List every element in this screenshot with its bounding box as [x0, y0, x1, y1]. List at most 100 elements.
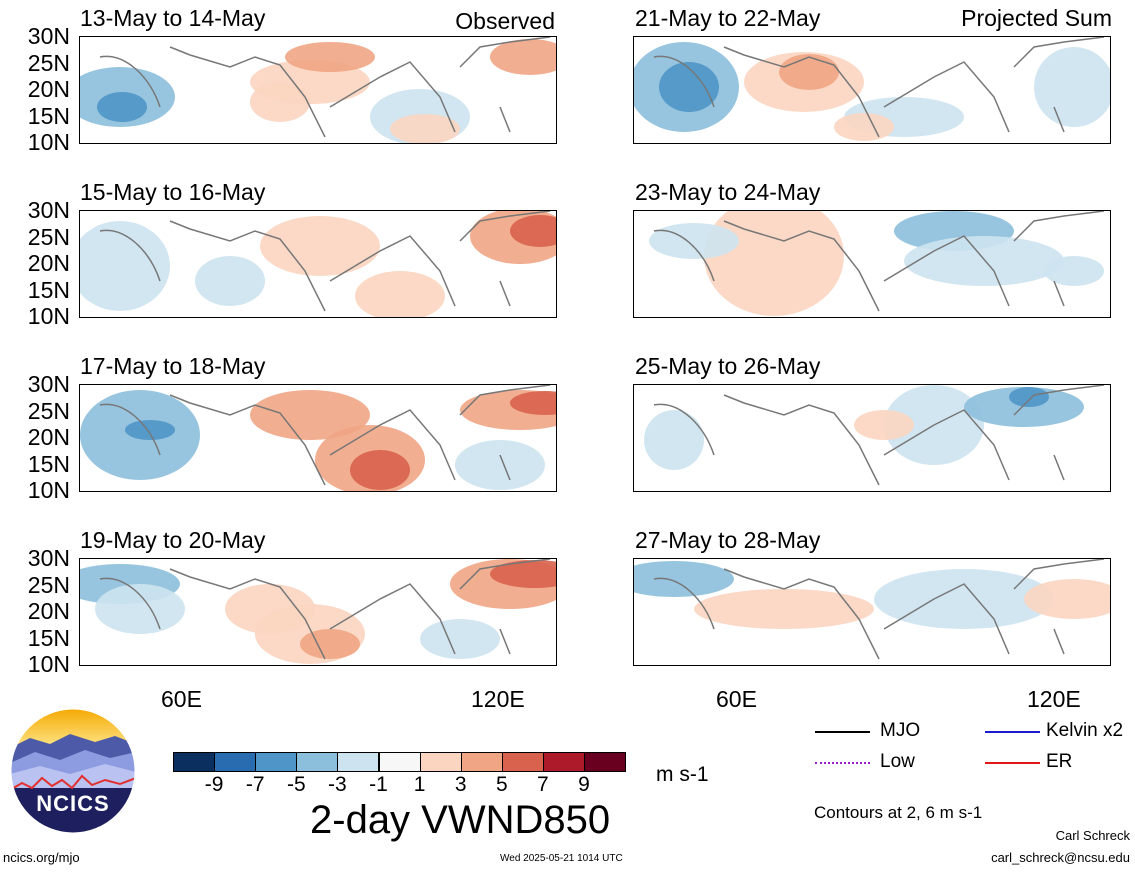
lat-tick-label: 25N	[27, 571, 70, 598]
colorbar-label: -1	[369, 773, 388, 796]
lat-tick-label: 25N	[27, 223, 70, 250]
lat-tick-label: 25N	[27, 397, 70, 424]
panel-title: 23-May to 24-May	[635, 179, 821, 205]
map-shading	[649, 211, 1105, 316]
map-shading	[634, 559, 1110, 660]
lat-tick-label: 30N	[27, 197, 70, 223]
anomaly-shading	[649, 223, 739, 259]
coastline	[99, 385, 551, 486]
x-tick-60e: 60E	[716, 686, 757, 712]
coastline	[653, 559, 1105, 660]
colorbar-swatch	[296, 752, 339, 772]
map-panel	[633, 384, 1111, 492]
map-panel	[79, 36, 557, 144]
anomaly-shading	[1044, 256, 1104, 286]
lat-tick-label: 10N	[27, 129, 70, 155]
coastline	[99, 559, 551, 660]
footer-timestamp: Wed 2025-05-21 1014 UTC	[500, 853, 623, 864]
panel-projected-2: 23-May to 24-May	[560, 174, 1135, 334]
lat-tick-label: 25N	[27, 49, 70, 76]
colorbar-label: 7	[537, 773, 549, 796]
colorbar-label: -9	[204, 773, 224, 796]
panel-observed-2: 15-May to 16-May	[0, 174, 560, 334]
panel-observed-4: 19-May to 20-May	[0, 522, 560, 682]
legend-mjo-line	[815, 731, 870, 733]
footer-url: ncics.org/mjo	[3, 850, 80, 865]
coastline	[653, 37, 1105, 138]
anomaly-shading	[704, 211, 844, 316]
map-panel	[79, 558, 557, 666]
colorbar-swatch	[255, 752, 298, 772]
map-shading	[634, 37, 1110, 141]
panel-projected-4: 27-May to 28-May	[560, 522, 1135, 682]
anomaly-shading	[510, 215, 556, 247]
panel-title: 27-May to 28-May	[635, 527, 821, 553]
map-panel	[633, 558, 1111, 666]
anomaly-shading	[97, 92, 147, 122]
map-shading	[80, 559, 556, 664]
map-shading	[80, 211, 556, 317]
panel-tag: Observed	[455, 8, 555, 34]
anomaly-shading	[260, 216, 380, 276]
anomaly-shading	[95, 584, 185, 634]
panel-title: 19-May to 20-May	[80, 527, 266, 553]
colorbar-swatch	[419, 752, 462, 772]
panel-title: 25-May to 26-May	[635, 353, 821, 379]
colorbar-label: -7	[245, 773, 265, 796]
panel-title: 21-May to 22-May	[635, 5, 821, 31]
panel-title: 15-May to 16-May	[80, 179, 266, 205]
anomaly-shading	[634, 561, 734, 597]
anomaly-shading	[1009, 387, 1049, 407]
map-shading	[80, 37, 556, 143]
colorbar-label: 5	[495, 773, 508, 796]
lat-tick-label: 30N	[27, 23, 70, 49]
colorbar-swatch	[501, 752, 544, 772]
anomaly-shading	[250, 390, 370, 440]
colorbar-swatch	[378, 752, 421, 772]
map-panel	[79, 210, 557, 318]
footer-email: carl_schreck@ncsu.edu	[991, 850, 1130, 865]
anomaly-shading	[80, 221, 170, 311]
anomaly-shading	[250, 82, 310, 122]
x-tick-60e: 60E	[161, 686, 202, 712]
lat-tick-label: 10N	[27, 651, 70, 677]
anomaly-shading	[420, 619, 500, 659]
anomaly-shading	[455, 440, 545, 490]
legend-kelvin-label: Kelvin x2	[1046, 720, 1124, 741]
panel-observed-3: 17-May to 18-May	[0, 348, 560, 508]
lat-tick-label: 20N	[27, 250, 70, 276]
x-tick-120e: 120E	[1027, 686, 1081, 712]
coastline	[653, 385, 1105, 486]
anomaly-shading	[694, 589, 874, 629]
legend-low-line	[815, 762, 870, 764]
anomaly-shading	[300, 629, 360, 659]
ncics-logo-icon	[10, 708, 136, 834]
anomaly-shading	[1034, 47, 1110, 127]
lat-tick-label: 10N	[27, 303, 70, 329]
colorbar-label: -3	[328, 773, 347, 796]
colorbar-units: m s-1	[656, 763, 709, 786]
anomaly-shading	[659, 62, 719, 112]
map-shading	[80, 385, 556, 491]
legend-er-label: ER	[1046, 751, 1073, 772]
lat-tick-label: 30N	[27, 371, 70, 397]
colorbar-swatch	[460, 752, 503, 772]
contours-note: Contours at 2, 6 m s-1	[814, 803, 983, 822]
lat-tick-label: 20N	[27, 598, 70, 624]
map-panel	[633, 210, 1111, 318]
legend-mjo-label: MJO	[880, 720, 921, 741]
coastline	[99, 37, 551, 138]
colorbar-swatch	[584, 752, 627, 772]
panel-title: 17-May to 18-May	[80, 353, 266, 379]
panel-projected-1: 21-May to 22-May Projected Sum	[560, 0, 1135, 160]
legend-er-line	[985, 762, 1040, 764]
colorbar-label: 9	[578, 773, 590, 796]
colorbar-label: 1	[413, 773, 426, 796]
lat-tick-label: 20N	[27, 424, 70, 450]
colorbar-swatch	[337, 752, 380, 772]
anomaly-shading	[125, 420, 175, 440]
anomaly-shading	[490, 39, 556, 75]
lat-tick-label: 15N	[27, 276, 70, 303]
anomaly-shading	[510, 391, 556, 415]
colorbar-label: -5	[286, 773, 306, 796]
